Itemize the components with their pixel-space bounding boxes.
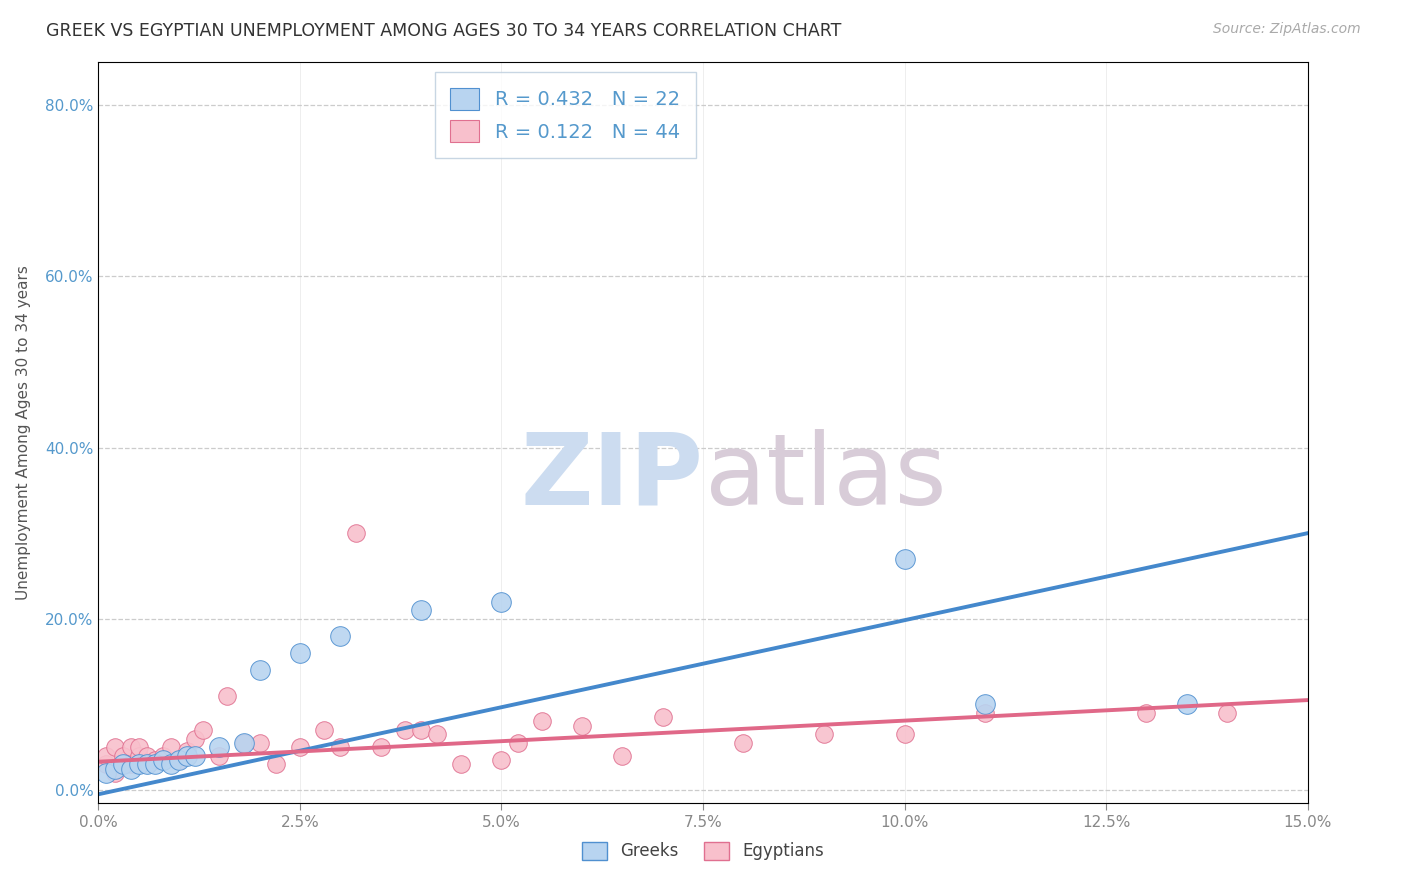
Point [491,595,513,609]
Point [249,663,271,677]
Point [217,689,239,703]
Point [103,765,125,780]
Point [974,706,997,720]
Point [96,757,118,772]
Point [394,723,416,737]
Point [813,727,835,741]
Point [450,757,472,772]
Point [893,727,915,741]
Point [208,748,231,763]
Text: atlas: atlas [706,428,948,525]
Point [409,603,432,617]
Point [128,740,150,755]
Point [152,753,174,767]
Point [176,748,198,763]
Point [152,748,174,763]
Point [264,757,287,772]
Point [288,740,311,755]
Point [167,753,190,767]
Point [974,698,997,712]
Point [160,740,183,755]
Point [111,748,134,763]
Point [120,740,142,755]
Point [184,748,207,763]
Point [232,736,254,750]
Point [120,762,142,776]
Point [111,757,134,772]
Point [1135,706,1157,720]
Text: Source: ZipAtlas.com: Source: ZipAtlas.com [1213,22,1361,37]
Point [135,748,157,763]
Point [651,710,673,724]
Point [344,526,367,541]
Point [491,753,513,767]
Point [1175,698,1198,712]
Text: ZIP: ZIP [520,428,703,525]
Point [143,757,166,772]
Point [176,744,198,758]
Point [111,757,134,772]
Point [314,723,336,737]
Legend: Greeks, Egyptians: Greeks, Egyptians [574,833,832,869]
Point [208,740,231,755]
Point [571,719,593,733]
Point [96,765,118,780]
Point [128,757,150,772]
Point [193,723,215,737]
Point [135,757,157,772]
Point [103,740,125,755]
Point [426,727,449,741]
Y-axis label: Unemployment Among Ages 30 to 34 years: Unemployment Among Ages 30 to 34 years [17,265,31,600]
Point [103,762,125,776]
Point [232,736,254,750]
Text: GREEK VS EGYPTIAN UNEMPLOYMENT AMONG AGES 30 TO 34 YEARS CORRELATION CHART: GREEK VS EGYPTIAN UNEMPLOYMENT AMONG AGE… [46,22,842,40]
Point [612,748,634,763]
Point [530,714,553,729]
Point [249,736,271,750]
Point [128,748,150,763]
Point [143,753,166,767]
Point [120,757,142,772]
Point [370,740,392,755]
Point [506,736,529,750]
Point [184,731,207,746]
Point [1216,706,1239,720]
Point [167,753,190,767]
Point [288,646,311,660]
Point [893,552,915,566]
Point [733,736,755,750]
Point [160,757,183,772]
Point [96,748,118,763]
Point [409,723,432,737]
Point [329,629,352,643]
Point [329,740,352,755]
